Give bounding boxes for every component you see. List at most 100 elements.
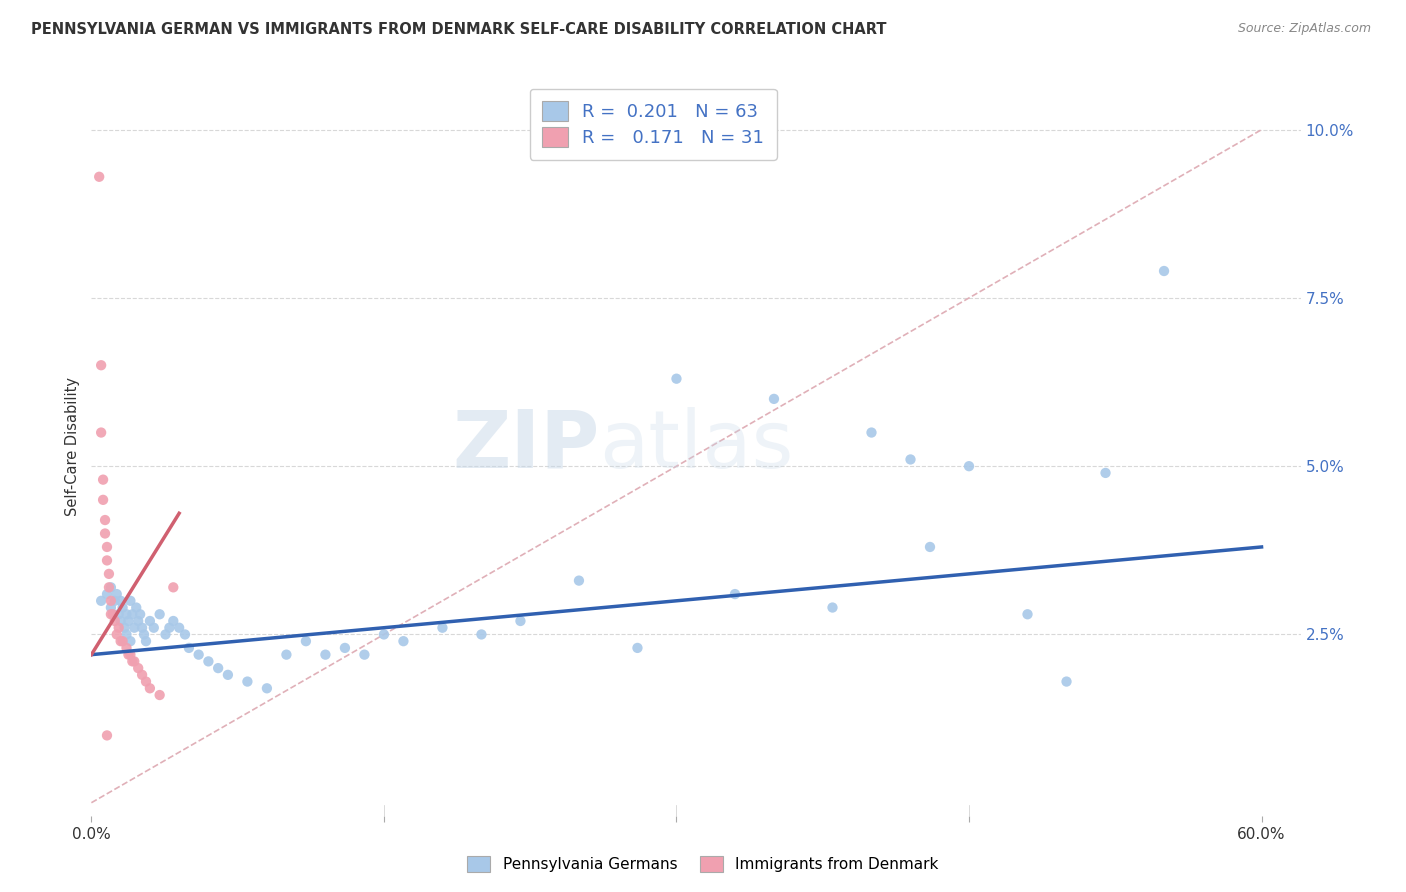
Point	[139, 681, 162, 696]
Legend: Pennsylvania Germans, Immigrants from Denmark: Pennsylvania Germans, Immigrants from De…	[460, 848, 946, 880]
Point	[333, 640, 356, 655]
Point	[174, 627, 197, 641]
Point	[142, 621, 165, 635]
Point	[125, 600, 148, 615]
Point	[115, 640, 138, 655]
Point	[105, 587, 128, 601]
Point	[107, 607, 129, 622]
Point	[100, 580, 122, 594]
Point	[207, 661, 229, 675]
Point	[120, 648, 142, 662]
Point	[90, 425, 112, 440]
Point	[470, 627, 492, 641]
Point	[821, 600, 844, 615]
Point	[120, 594, 142, 608]
Y-axis label: Self-Care Disability: Self-Care Disability	[65, 376, 80, 516]
Point	[353, 648, 375, 662]
Point	[1056, 674, 1078, 689]
Point	[139, 614, 162, 628]
Point	[149, 688, 172, 702]
Point	[432, 621, 454, 635]
Point	[665, 372, 688, 386]
Point	[120, 634, 142, 648]
Text: ZIP: ZIP	[451, 407, 599, 485]
Point	[509, 614, 531, 628]
Point	[373, 627, 395, 641]
Point	[97, 580, 120, 594]
Point	[314, 648, 336, 662]
Point	[117, 614, 139, 628]
Point	[94, 526, 117, 541]
Point	[115, 607, 138, 622]
Point	[91, 473, 114, 487]
Point	[121, 607, 143, 622]
Point	[115, 627, 138, 641]
Point	[96, 587, 118, 601]
Point	[860, 425, 883, 440]
Point	[124, 621, 146, 635]
Point	[276, 648, 298, 662]
Point	[295, 634, 318, 648]
Point	[135, 674, 157, 689]
Point	[626, 640, 648, 655]
Text: PENNSYLVANIA GERMAN VS IMMIGRANTS FROM DENMARK SELF-CARE DISABILITY CORRELATION : PENNSYLVANIA GERMAN VS IMMIGRANTS FROM D…	[31, 22, 886, 37]
Point	[256, 681, 278, 696]
Point	[111, 600, 134, 615]
Point	[96, 540, 118, 554]
Point	[392, 634, 415, 648]
Point	[918, 540, 941, 554]
Point	[114, 621, 136, 635]
Point	[96, 728, 118, 742]
Point	[100, 600, 122, 615]
Point	[100, 607, 122, 622]
Point	[162, 614, 184, 628]
Point	[957, 459, 980, 474]
Point	[97, 566, 120, 581]
Point	[167, 621, 190, 635]
Point	[124, 654, 146, 668]
Text: atlas: atlas	[599, 407, 793, 485]
Point	[107, 621, 129, 635]
Point	[1094, 466, 1116, 480]
Point	[96, 553, 118, 567]
Point	[236, 674, 259, 689]
Point	[105, 627, 128, 641]
Point	[724, 587, 747, 601]
Point	[110, 614, 132, 628]
Point	[217, 668, 239, 682]
Point	[157, 621, 180, 635]
Point	[90, 594, 112, 608]
Point	[197, 654, 219, 668]
Point	[90, 358, 112, 372]
Point	[89, 169, 111, 184]
Point	[110, 634, 132, 648]
Point	[131, 621, 153, 635]
Point	[127, 661, 149, 675]
Point	[187, 648, 209, 662]
Point	[900, 452, 922, 467]
Point	[131, 668, 153, 682]
Point	[91, 492, 114, 507]
Point	[1153, 264, 1175, 278]
Legend: R =  0.201   N = 63, R =   0.171   N = 31: R = 0.201 N = 63, R = 0.171 N = 31	[530, 88, 776, 160]
Point	[135, 634, 157, 648]
Point	[1017, 607, 1039, 622]
Point	[568, 574, 591, 588]
Text: Source: ZipAtlas.com: Source: ZipAtlas.com	[1237, 22, 1371, 36]
Point	[104, 614, 127, 628]
Point	[149, 607, 172, 622]
Point	[117, 648, 139, 662]
Point	[111, 634, 134, 648]
Point	[127, 614, 149, 628]
Point	[155, 627, 177, 641]
Point	[94, 513, 117, 527]
Point	[762, 392, 785, 406]
Point	[110, 594, 132, 608]
Point	[132, 627, 155, 641]
Point	[177, 640, 200, 655]
Point	[104, 594, 127, 608]
Point	[162, 580, 184, 594]
Point	[121, 654, 143, 668]
Point	[101, 607, 124, 622]
Point	[129, 607, 152, 622]
